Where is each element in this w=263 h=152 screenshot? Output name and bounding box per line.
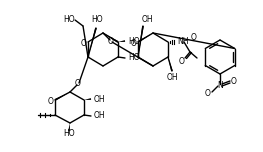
Polygon shape	[168, 57, 173, 71]
Text: NH: NH	[177, 38, 189, 47]
Polygon shape	[88, 28, 97, 57]
Text: O: O	[131, 38, 137, 47]
Text: HO: HO	[63, 16, 75, 24]
Text: O: O	[48, 97, 54, 105]
Text: O: O	[75, 79, 81, 88]
Text: OH: OH	[166, 73, 178, 81]
Polygon shape	[138, 33, 153, 43]
Text: O: O	[231, 76, 237, 85]
Polygon shape	[138, 26, 144, 57]
Text: HO: HO	[91, 16, 103, 24]
Text: OH: OH	[94, 112, 106, 121]
Text: N: N	[217, 81, 223, 90]
Polygon shape	[54, 92, 70, 101]
Text: O: O	[108, 36, 114, 45]
Text: HO: HO	[128, 54, 140, 62]
Polygon shape	[118, 40, 125, 42]
Text: O: O	[191, 33, 197, 41]
Text: HO: HO	[63, 128, 75, 138]
Text: O: O	[81, 38, 87, 47]
Text: O: O	[179, 57, 185, 67]
Polygon shape	[68, 123, 70, 131]
Text: OH: OH	[141, 14, 153, 24]
Text: O: O	[205, 90, 211, 98]
Polygon shape	[84, 98, 91, 100]
Text: OH: OH	[94, 95, 106, 104]
Text: HO: HO	[128, 36, 140, 45]
Polygon shape	[103, 33, 119, 43]
